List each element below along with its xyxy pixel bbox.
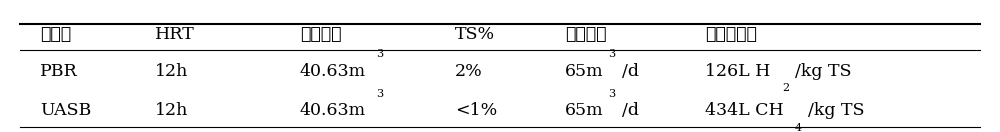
Text: 65m: 65m	[565, 102, 604, 119]
Text: 反应器: 反应器	[40, 26, 71, 43]
Text: 3: 3	[376, 89, 383, 99]
Text: 12h: 12h	[155, 102, 188, 119]
Text: 3: 3	[608, 49, 615, 59]
Text: 2: 2	[782, 83, 789, 93]
Text: 434L CH: 434L CH	[705, 102, 784, 119]
Text: /d: /d	[622, 63, 639, 80]
Text: 126L H: 126L H	[705, 63, 770, 80]
Text: UASB: UASB	[40, 102, 91, 119]
Text: 3: 3	[376, 49, 383, 59]
Text: 2%: 2%	[455, 63, 483, 80]
Text: 40.63m: 40.63m	[300, 63, 366, 80]
Text: 有效容积: 有效容积	[300, 26, 342, 43]
Text: 40.63m: 40.63m	[300, 102, 366, 119]
Text: /d: /d	[622, 102, 639, 119]
Text: 4: 4	[795, 123, 802, 132]
Text: /kg TS: /kg TS	[795, 63, 851, 80]
Text: <1%: <1%	[455, 102, 497, 119]
Text: /kg TS: /kg TS	[808, 102, 864, 119]
Text: 12h: 12h	[155, 63, 188, 80]
Text: 65m: 65m	[565, 63, 604, 80]
Text: 原料产气率: 原料产气率	[705, 26, 757, 43]
Text: 3: 3	[608, 89, 615, 99]
Text: TS%: TS%	[455, 26, 495, 43]
Text: 进料流量: 进料流量	[565, 26, 606, 43]
Text: PBR: PBR	[40, 63, 78, 80]
Text: HRT: HRT	[155, 26, 195, 43]
